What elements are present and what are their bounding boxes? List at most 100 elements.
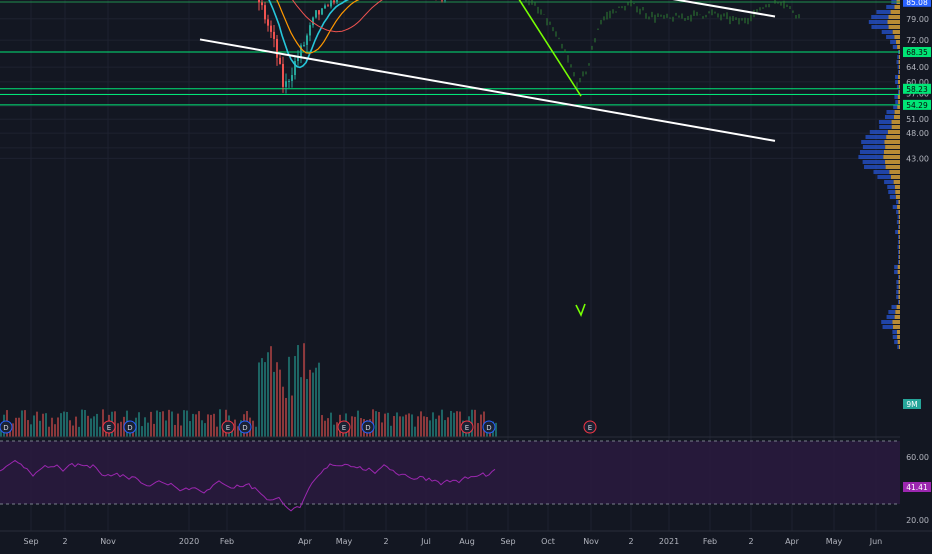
time-label: Nov (100, 537, 116, 546)
vp-bar-up (896, 210, 898, 214)
volume-bar (384, 414, 386, 437)
time-label: Jul (420, 537, 431, 546)
volume-bar (252, 421, 254, 437)
volume-bar (303, 343, 305, 437)
volume-bar (165, 420, 167, 437)
volume-bar (375, 411, 377, 437)
time-label: Apr (785, 537, 800, 546)
candle-body (258, 0, 260, 2)
vp-bar-up (870, 130, 888, 134)
vp-bar-up (864, 165, 886, 169)
vp-bar-down (885, 145, 900, 149)
volume-bar (18, 418, 20, 437)
vp-bar-up (898, 300, 899, 304)
vp-bar-up (861, 140, 884, 144)
volume-bar (321, 415, 323, 437)
volume-bar (279, 370, 281, 437)
volume-bar (87, 416, 89, 437)
volume-bar (30, 424, 32, 437)
price-tick-label: 64.00 (906, 63, 929, 72)
volume-bar (162, 411, 164, 437)
volume-bar (405, 415, 407, 437)
volume-bar (357, 411, 359, 437)
volume-bar (309, 370, 311, 437)
volume-bar (90, 418, 92, 437)
vp-bar-down (886, 135, 900, 139)
vp-bar-up (884, 180, 894, 184)
volume-bar (195, 414, 197, 437)
volume-bar (459, 412, 461, 437)
vp-bar-down (898, 80, 900, 84)
vp-bar-down (898, 75, 900, 79)
event-marker-label: D (486, 424, 491, 432)
vp-bar-up (883, 325, 893, 329)
vp-bar-up (895, 80, 898, 84)
volume-bar (102, 409, 104, 437)
vp-bar-down (898, 95, 900, 99)
volume-bar (270, 346, 272, 437)
candle-body (273, 32, 275, 39)
vp-bar-up (886, 5, 894, 9)
volume-bar (189, 421, 191, 437)
vp-bar-up (893, 45, 897, 49)
volume-bar (294, 356, 296, 437)
vp-bar-up (898, 250, 899, 254)
vp-bar-down (899, 70, 900, 74)
candle-body (270, 26, 272, 32)
price-tick-label: 48.00 (906, 129, 929, 138)
volume-bar (93, 416, 95, 437)
volume-bar (15, 418, 17, 437)
vp-bar-up (896, 295, 898, 299)
vp-bar-down (896, 40, 900, 44)
volume-bar (72, 426, 74, 437)
volume-bar (171, 412, 173, 437)
candle-body (315, 10, 317, 17)
volume-bar (276, 362, 278, 437)
vp-bar-up (896, 290, 898, 294)
vp-bar-down (895, 315, 900, 319)
candle-body (267, 19, 269, 25)
vp-bar-down (898, 230, 900, 234)
event-marker-label: E (342, 424, 346, 432)
vp-bar-down (888, 20, 900, 24)
volume-bar (120, 422, 122, 437)
vp-bar-up (892, 330, 897, 334)
vp-bar-up (895, 100, 898, 104)
vp-bar-down (898, 340, 900, 344)
volume-bar (210, 415, 212, 437)
volume-bar (318, 363, 320, 437)
vp-bar-up (898, 245, 899, 249)
volume-bar (81, 410, 83, 437)
volume-bar (333, 425, 335, 437)
vp-bar-up (881, 320, 892, 324)
volume-bar (456, 411, 458, 437)
vp-bar-down (899, 255, 900, 259)
volume-bar (261, 358, 263, 437)
vp-bar-up (897, 55, 899, 59)
vp-bar-down (899, 55, 900, 59)
volume-bar (354, 417, 356, 437)
vp-bar-down (899, 215, 900, 219)
vp-bar-up (863, 145, 885, 149)
vp-bar-down (883, 155, 900, 159)
vp-bar-down (895, 185, 900, 189)
time-label: May (336, 537, 353, 546)
vp-bar-up (890, 40, 896, 44)
volume-bar (54, 424, 56, 437)
vp-bar-up (898, 65, 899, 69)
volume-bar (84, 410, 86, 437)
volume-bar (324, 421, 326, 437)
candle-body (279, 58, 281, 64)
vp-bar-up (886, 110, 894, 114)
vp-bar-up (858, 155, 883, 159)
time-label: May (826, 537, 843, 546)
vp-bar-down (898, 200, 900, 204)
vp-bar-down (899, 260, 900, 264)
vp-bar-down (892, 320, 900, 324)
vp-bar-up (898, 215, 899, 219)
volume-bar (207, 414, 209, 437)
event-marker-label: D (242, 424, 247, 432)
vp-bar-down (894, 115, 900, 119)
